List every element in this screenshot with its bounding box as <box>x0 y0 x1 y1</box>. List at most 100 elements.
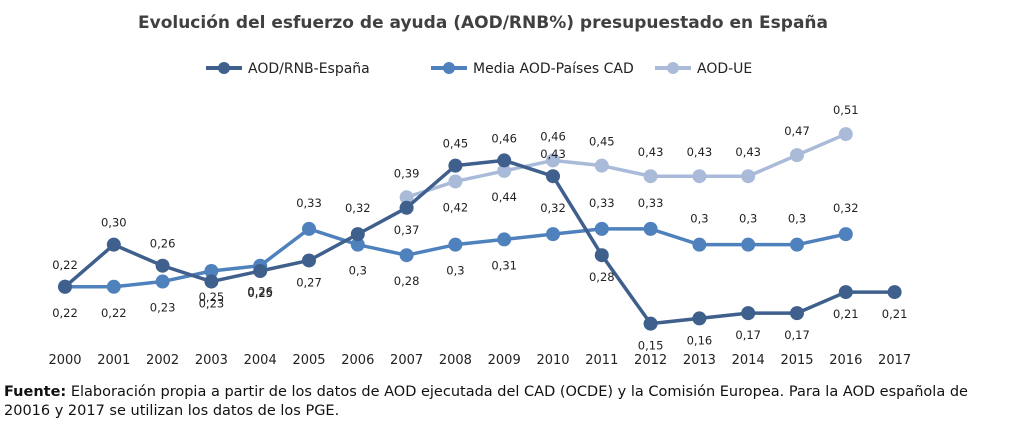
data-label: 0,39 <box>394 166 420 180</box>
data-label: 0,51 <box>833 103 859 117</box>
data-label: 0,33 <box>296 196 322 210</box>
data-point <box>399 190 414 205</box>
data-point <box>497 232 512 247</box>
x-tick-label: 2014 <box>732 353 765 368</box>
data-label: 0,22 <box>52 258 78 272</box>
data-label: 0,26 <box>150 237 176 251</box>
data-label: 0,46 <box>540 129 566 143</box>
data-label: 0,17 <box>784 328 810 342</box>
data-point <box>448 174 463 189</box>
x-tick-label: 2017 <box>878 353 911 368</box>
data-label: 0,23 <box>150 301 176 315</box>
data-point <box>887 285 902 300</box>
data-point <box>790 148 804 163</box>
data-label: 0,3 <box>739 212 757 226</box>
data-point <box>546 153 560 168</box>
data-label: 0,22 <box>52 306 78 320</box>
x-tick-label: 2012 <box>634 353 667 368</box>
x-tick-label: 2003 <box>195 353 228 368</box>
data-point <box>741 306 756 321</box>
data-label: 0,21 <box>882 307 908 321</box>
data-point <box>350 227 365 242</box>
data-label: 0,45 <box>443 137 469 151</box>
x-axis: 2000 2001 2002 2003 2004 2005 2006 2007 2008 2009… <box>48 353 911 368</box>
data-label: 0,3 <box>446 264 464 278</box>
data-label: 0,32 <box>540 201 566 215</box>
data-point <box>106 279 121 294</box>
data-point <box>594 221 609 236</box>
x-tick-label: 2001 <box>97 353 130 368</box>
data-label: 0,42 <box>443 200 469 214</box>
legend-marker <box>443 62 455 74</box>
data-label: 0,25 <box>199 290 225 304</box>
data-labels: 0,220,300,260,230,250,270,320,370,45 0,46… <box>52 103 907 353</box>
data-point <box>204 274 219 289</box>
data-label: 0,3 <box>788 212 806 226</box>
legend-label: AOD-UE <box>697 61 752 77</box>
x-tick-label: 2010 <box>536 353 569 368</box>
data-point <box>790 306 804 321</box>
data-point <box>497 153 512 168</box>
data-label: 0,33 <box>638 196 664 210</box>
x-tick-label: 2008 <box>439 353 472 368</box>
data-point <box>594 248 609 263</box>
x-tick-label: 2009 <box>488 353 521 368</box>
data-label: 0,46 <box>491 131 517 145</box>
data-point <box>448 237 463 252</box>
x-tick-label: 2007 <box>390 353 423 368</box>
legend-label: AOD/RNB-España <box>248 61 370 77</box>
data-label: 0,23 <box>199 297 225 311</box>
x-tick-label: 2013 <box>683 353 716 368</box>
data-point <box>790 237 804 252</box>
legend: AOD/RNB-España Media AOD-Países CAD AOD-UE <box>206 61 752 77</box>
data-point <box>838 285 853 300</box>
data-point <box>692 237 707 252</box>
x-tick-label: 2005 <box>292 353 325 368</box>
data-point <box>497 163 512 178</box>
data-label: 0,30 <box>101 216 127 230</box>
data-point <box>692 311 707 326</box>
data-point <box>204 264 219 278</box>
data-label: 0,43 <box>687 145 713 159</box>
data-point <box>399 200 414 215</box>
data-label: 0,22 <box>101 306 127 320</box>
x-tick-label: 2000 <box>48 353 81 368</box>
data-label: 0,31 <box>491 258 517 272</box>
x-tick-label: 2002 <box>146 353 179 368</box>
data-point <box>643 169 658 184</box>
data-point <box>106 237 121 252</box>
source-text: Elaboración propia a partir de los datos… <box>4 384 968 419</box>
data-point <box>399 248 414 263</box>
data-label: 0,43 <box>540 147 566 161</box>
data-label: 0,44 <box>491 190 517 204</box>
data-point <box>838 127 853 142</box>
legend-marker <box>218 62 230 74</box>
data-point <box>350 237 365 252</box>
data-label: 0,27 <box>296 275 322 289</box>
series-line <box>63 158 895 326</box>
data-point <box>302 221 316 236</box>
data-point <box>594 158 609 173</box>
data-label: 0,32 <box>345 201 371 215</box>
x-tick-label: 2006 <box>341 353 374 368</box>
series-line <box>65 227 847 289</box>
data-point <box>253 264 268 278</box>
data-label: 0,16 <box>687 333 713 347</box>
data-point <box>155 258 170 273</box>
data-label: 0,28 <box>589 270 615 284</box>
data-label: 0,28 <box>394 274 420 288</box>
data-label: 0,32 <box>833 201 859 215</box>
data-label: 0,33 <box>589 196 615 210</box>
data-point <box>58 279 72 294</box>
data-point <box>838 227 853 242</box>
data-point <box>302 253 316 268</box>
data-point <box>546 227 560 242</box>
data-point <box>741 237 756 252</box>
data-label: 0,17 <box>735 328 761 342</box>
chart: Evolución del esfuerzo de ayuda (AOD/RNB… <box>48 13 911 368</box>
data-point <box>692 169 707 184</box>
data-label: 0,26 <box>247 285 273 299</box>
data-label: 0,25 <box>247 286 273 300</box>
data-point <box>546 169 560 184</box>
x-tick-label: 2016 <box>829 353 862 368</box>
